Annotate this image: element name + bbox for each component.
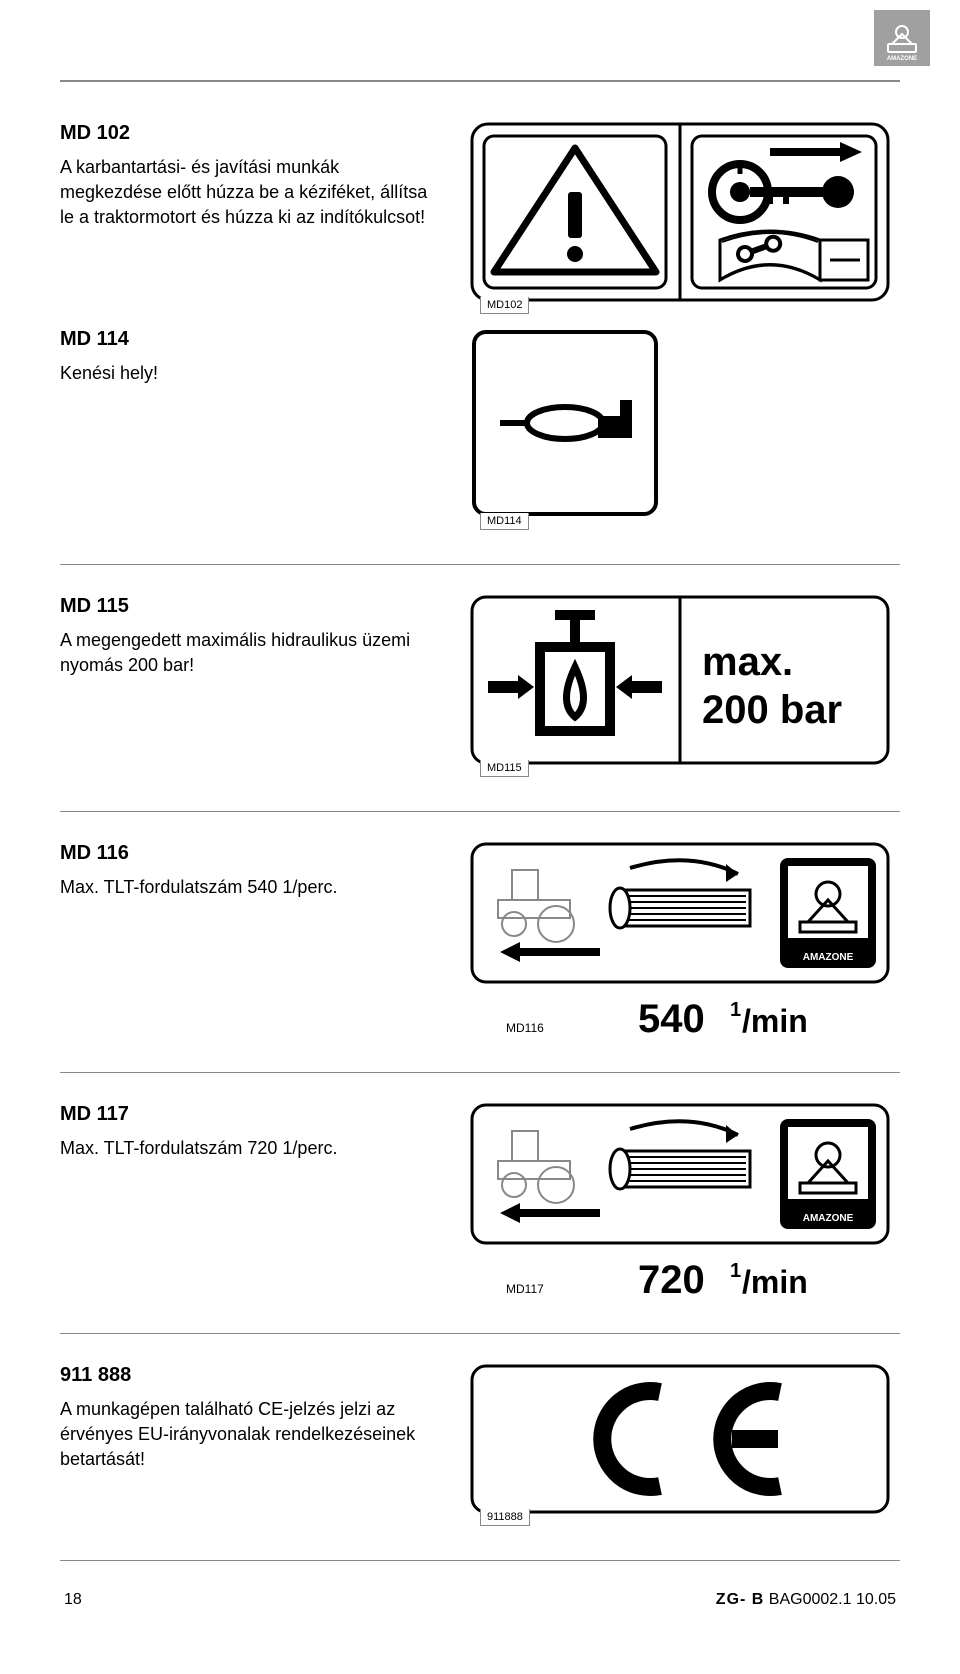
svg-text:540: 540 (638, 997, 705, 1041)
text-col: MD 114 Kenési hely! (60, 328, 440, 386)
svg-text:1: 1 (730, 999, 741, 1021)
pictogram-col: 911888 (470, 1364, 900, 1530)
amazone-logo-badge: AMAZONE (874, 10, 930, 66)
pictogram-col: max. 200 bar MD115 (470, 595, 900, 781)
section-separator (60, 1333, 900, 1334)
svg-text:AMAZONE: AMAZONE (803, 1213, 854, 1224)
section-body: A megengedett maximális hidraulikus üzem… (60, 628, 440, 678)
section-911888: 911 888 A munkagépen található CE-jelzés… (60, 1364, 900, 1530)
svg-text:720: 720 (638, 1258, 705, 1302)
pictogram-col: AMAZONE MD116 540 1 /min (470, 842, 900, 1042)
pictogram-col: MD102 (470, 122, 900, 318)
pictogram-caption: MD114 (480, 513, 529, 530)
text-col: MD 115 A megengedett maximális hidraulik… (60, 595, 440, 678)
ce-mark-icon (470, 1364, 890, 1514)
section-body: Max. TLT-fordulatszám 720 1/perc. (60, 1136, 440, 1161)
section-heading: MD 102 (60, 122, 440, 145)
section-separator (60, 564, 900, 565)
section-heading: 911 888 (60, 1364, 440, 1387)
svg-text:AMAZONE: AMAZONE (803, 952, 854, 963)
hydraulic-pressure-icon: max. 200 bar (470, 595, 890, 765)
text-col: 911 888 A munkagépen található CE-jelzés… (60, 1364, 440, 1473)
section-heading: MD 115 (60, 595, 440, 618)
section-body: A karbantartási- és javítási munkák megk… (60, 155, 440, 231)
pictogram-col: MD114 (470, 328, 900, 534)
pictogram-caption: MD115 (480, 760, 529, 777)
page-footer: 18 ZG- B BAG0002.1 10.05 (60, 1591, 900, 1609)
svg-text:MD117: MD117 (506, 1282, 544, 1296)
section-separator (60, 1072, 900, 1073)
warning-key-manual-icon (470, 122, 890, 302)
bottom-separator (60, 1560, 900, 1561)
section-heading: MD 116 (60, 842, 440, 865)
pictogram-caption: 911888 (480, 1509, 530, 1526)
footer-doc-ref: ZG- B BAG0002.1 10.05 (716, 1591, 896, 1609)
section-md115: MD 115 A megengedett maximális hidraulik… (60, 595, 900, 781)
page-container: AMAZONE MD 102 A karbantartási- és javít… (0, 0, 960, 1629)
section-body: Kenési hely! (60, 361, 440, 386)
section-md116: MD 116 Max. TLT-fordulatszám 540 1/perc. (60, 842, 900, 1042)
svg-text:/min: /min (742, 1264, 808, 1300)
pictogram-text: 200 bar (702, 688, 842, 732)
page-number: 18 (64, 1591, 82, 1609)
svg-text:1: 1 (730, 1260, 741, 1282)
pictogram-col: AMAZONE MD117 720 1 /min (470, 1103, 900, 1303)
pto-720-icon: AMAZONE MD117 720 1 /min (470, 1103, 890, 1303)
footer-doc-code: BAG0002.1 10.05 (764, 1591, 896, 1608)
amazone-logo-icon: AMAZONE (878, 14, 926, 62)
text-col: MD 102 A karbantartási- és javítási munk… (60, 122, 440, 231)
section-md117: MD 117 Max. TLT-fordulatszám 720 1/perc. (60, 1103, 900, 1303)
section-heading: MD 114 (60, 328, 440, 351)
pictogram-caption: MD102 (480, 297, 529, 314)
section-separator (60, 811, 900, 812)
section-body: Max. TLT-fordulatszám 540 1/perc. (60, 875, 440, 900)
section-md102: MD 102 A karbantartási- és javítási munk… (60, 122, 900, 318)
section-md114: MD 114 Kenési hely! MD114 (60, 328, 900, 534)
pictogram-text: max. (702, 640, 793, 684)
section-body: A munkagépen található CE-jelzés jelzi a… (60, 1397, 440, 1473)
grease-gun-icon (470, 328, 660, 518)
section-heading: MD 117 (60, 1103, 440, 1126)
text-col: MD 117 Max. TLT-fordulatszám 720 1/perc. (60, 1103, 440, 1161)
footer-prefix: ZG- B (716, 1591, 765, 1608)
top-separator (60, 80, 900, 82)
svg-text:MD116: MD116 (506, 1021, 544, 1035)
text-col: MD 116 Max. TLT-fordulatszám 540 1/perc. (60, 842, 440, 900)
pto-540-icon: AMAZONE MD116 540 1 /min (470, 842, 890, 1042)
svg-text:AMAZONE: AMAZONE (887, 56, 917, 62)
svg-text:/min: /min (742, 1003, 808, 1039)
